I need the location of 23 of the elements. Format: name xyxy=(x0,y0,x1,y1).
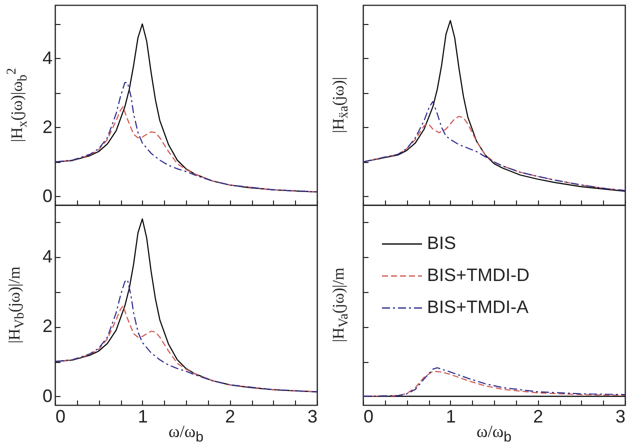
line-series xyxy=(55,218,317,392)
x-axis-title: ω/ω$_{b}$ xyxy=(168,422,204,446)
y-tick-label: 4 xyxy=(42,48,52,68)
x-tick-label: 1 xyxy=(138,406,148,426)
x-tick-label: 0 xyxy=(364,406,374,426)
x-tick-label: 0 xyxy=(56,406,66,426)
line-series xyxy=(55,23,317,192)
y-tick-label: 4 xyxy=(42,246,52,267)
x-tick-label: 3 xyxy=(615,406,626,426)
line-series xyxy=(55,82,317,192)
x-tick-label: 1 xyxy=(446,406,456,426)
line-series xyxy=(55,279,317,392)
x-tick-label: 2 xyxy=(225,406,236,426)
x-axis-title: ω/ω$_{b}$ xyxy=(476,422,512,446)
legend-label: BIS xyxy=(427,233,456,253)
x-tick-label: 2 xyxy=(533,406,544,426)
legend-label: BIS+TMDI-D xyxy=(427,265,530,285)
y-tick-label: 2 xyxy=(42,116,52,137)
y-tick-label: 0 xyxy=(42,386,52,406)
legend-label: BIS+TMDI-A xyxy=(427,297,529,317)
y-tick-label: 2 xyxy=(42,316,52,336)
y-tick-label: 0 xyxy=(42,186,52,206)
x-tick-label: 3 xyxy=(307,406,318,426)
